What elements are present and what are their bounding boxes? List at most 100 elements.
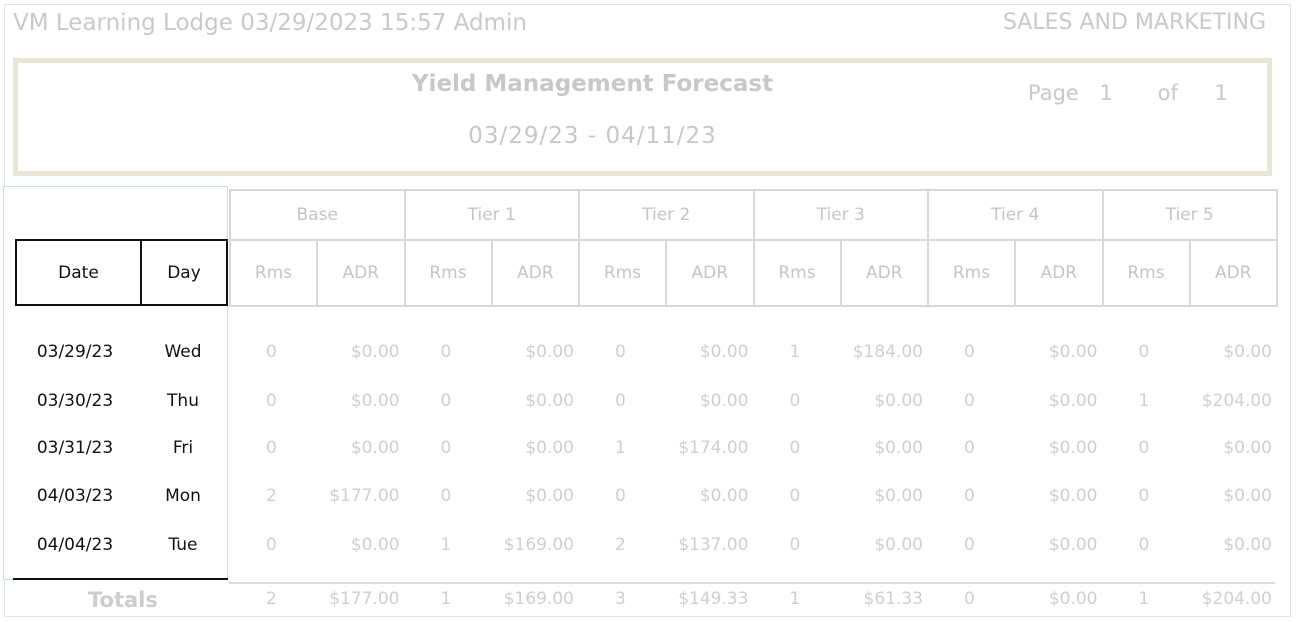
row-adr: $169.00 (503, 535, 574, 555)
adr-subheader: ADR (839, 239, 929, 307)
adr-subheader: ADR (1188, 239, 1278, 307)
row-rms: 0 (440, 391, 452, 411)
page-total: 1 (1214, 81, 1228, 105)
row-rms: 0 (615, 342, 626, 362)
totals-rms: 1 (789, 589, 801, 609)
row-date: 03/29/23 (36, 342, 114, 362)
rms-subheader: Rms (1101, 239, 1191, 307)
row-rms: 0 (1138, 535, 1150, 555)
row-adr: $184.00 (852, 342, 923, 362)
left-panel-bottom-rule (13, 578, 228, 580)
row-adr: $0.00 (350, 342, 400, 362)
row-day: Thu (167, 391, 199, 411)
row-adr: $0.00 (699, 486, 749, 506)
row-rms: 0 (1138, 342, 1150, 362)
adr-subheader: ADR (1014, 239, 1104, 307)
date-column-header: Date (15, 239, 142, 306)
row-adr: $137.00 (678, 535, 749, 555)
totals-rms: 1 (1138, 589, 1150, 609)
adr-subheader: ADR (665, 239, 755, 307)
row-rms: 0 (440, 486, 452, 506)
row-rms: 0 (964, 438, 975, 458)
tier-header: Tier 3 (752, 189, 929, 241)
day-column-header: Day (140, 239, 228, 306)
row-rms: 0 (964, 486, 975, 506)
row-adr: $0.00 (1223, 438, 1272, 458)
of-label: of (1157, 81, 1178, 105)
row-rms: 0 (964, 342, 975, 362)
rms-subheader: Rms (578, 239, 667, 307)
row-adr: $0.00 (699, 391, 749, 411)
row-adr: $0.00 (525, 486, 574, 506)
row-rms: 0 (266, 342, 277, 362)
row-adr: $0.00 (350, 391, 400, 411)
tier-header: Tier 5 (1101, 189, 1278, 241)
row-rms: 0 (964, 535, 975, 555)
row-date: 04/03/23 (36, 486, 114, 506)
row-rms: 1 (1138, 391, 1150, 411)
tier-header: Tier 1 (403, 189, 580, 241)
row-adr: $0.00 (1048, 438, 1098, 458)
report-title: Yield Management Forecast (411, 71, 774, 97)
totals-adr: $61.33 (863, 589, 923, 609)
totals-rms: 3 (615, 589, 626, 609)
row-adr: $0.00 (1048, 391, 1098, 411)
row-adr: $0.00 (699, 342, 749, 362)
row-adr: $0.00 (1223, 535, 1272, 555)
row-rms: 0 (1138, 486, 1150, 506)
row-rms: 1 (615, 438, 626, 458)
row-date: 03/31/23 (36, 438, 114, 458)
report-date-range: 03/29/23 - 04/11/23 (468, 123, 717, 149)
row-adr: $0.00 (1048, 535, 1098, 555)
totals-divider (229, 582, 1275, 584)
totals-adr: $169.00 (503, 589, 574, 609)
row-day: Mon (165, 486, 201, 506)
row-adr: $0.00 (525, 391, 574, 411)
rms-subheader: Rms (403, 239, 493, 307)
totals-adr: $0.00 (1048, 589, 1098, 609)
row-day: Wed (164, 342, 202, 362)
row-adr: $177.00 (329, 486, 400, 506)
tier-header: Base (229, 189, 406, 241)
tier-header: Tier 4 (927, 189, 1104, 241)
row-adr: $0.00 (525, 438, 574, 458)
row-date: 04/04/23 (36, 535, 114, 555)
row-adr: $0.00 (874, 535, 923, 555)
totals-adr: $177.00 (329, 589, 400, 609)
row-rms: 0 (266, 391, 277, 411)
header-department: SALES AND MARKETING (1002, 10, 1266, 35)
row-date: 03/30/23 (36, 391, 114, 411)
row-rms: 0 (1138, 438, 1150, 458)
row-adr: $0.00 (874, 486, 923, 506)
totals-label: Totals (88, 588, 158, 612)
row-adr: $0.00 (874, 391, 923, 411)
row-rms: 0 (615, 391, 626, 411)
row-adr: $0.00 (1223, 486, 1272, 506)
page-label: Page (1028, 81, 1079, 105)
row-rms: 2 (615, 535, 626, 555)
totals-rms: 2 (266, 589, 277, 609)
totals-adr: $149.33 (678, 589, 749, 609)
row-adr: $0.00 (350, 438, 400, 458)
row-adr: $0.00 (525, 342, 574, 362)
row-adr: $0.00 (874, 438, 923, 458)
row-adr: $0.00 (350, 535, 400, 555)
row-rms: 0 (789, 535, 801, 555)
row-rms: 0 (266, 535, 277, 555)
row-rms: 0 (440, 342, 452, 362)
tier-header: Tier 2 (578, 189, 755, 241)
rms-subheader: Rms (229, 239, 318, 307)
row-rms: 0 (964, 391, 975, 411)
totals-rms: 0 (964, 589, 975, 609)
adr-subheader: ADR (316, 239, 406, 307)
row-rms: 0 (266, 438, 277, 458)
page-indicator: Page 1 of 1 (1028, 81, 1228, 105)
row-adr: $204.00 (1201, 391, 1272, 411)
row-adr: $174.00 (678, 438, 749, 458)
row-day: Fri (172, 438, 194, 458)
rms-subheader: Rms (752, 239, 842, 307)
report-title-box: Yield Management Forecast 03/29/23 - 04/… (13, 58, 1272, 176)
row-rms: 1 (789, 342, 801, 362)
row-rms: 0 (789, 438, 801, 458)
row-adr: $0.00 (1048, 486, 1098, 506)
